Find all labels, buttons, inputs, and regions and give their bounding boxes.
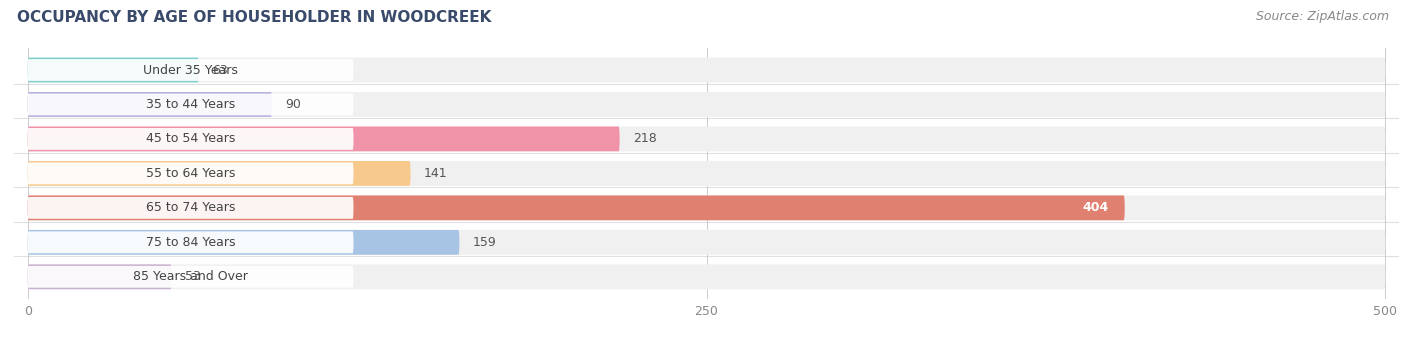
FancyBboxPatch shape — [28, 230, 460, 255]
Text: 35 to 44 Years: 35 to 44 Years — [146, 98, 235, 111]
FancyBboxPatch shape — [28, 126, 1385, 151]
FancyBboxPatch shape — [28, 230, 1385, 255]
Text: 90: 90 — [285, 98, 301, 111]
Text: 53: 53 — [186, 270, 201, 283]
Text: 75 to 84 Years: 75 to 84 Years — [146, 236, 235, 249]
FancyBboxPatch shape — [28, 57, 1385, 82]
FancyBboxPatch shape — [28, 265, 1385, 289]
FancyBboxPatch shape — [28, 266, 353, 288]
FancyBboxPatch shape — [28, 126, 620, 151]
FancyBboxPatch shape — [28, 128, 353, 150]
FancyBboxPatch shape — [28, 195, 1125, 220]
FancyBboxPatch shape — [28, 197, 353, 219]
Text: 85 Years and Over: 85 Years and Over — [134, 270, 247, 283]
Text: 55 to 64 Years: 55 to 64 Years — [146, 167, 235, 180]
Text: 218: 218 — [633, 133, 657, 146]
FancyBboxPatch shape — [28, 92, 271, 117]
Text: 404: 404 — [1083, 201, 1108, 214]
Text: OCCUPANCY BY AGE OF HOUSEHOLDER IN WOODCREEK: OCCUPANCY BY AGE OF HOUSEHOLDER IN WOODC… — [17, 10, 491, 25]
FancyBboxPatch shape — [28, 94, 353, 115]
FancyBboxPatch shape — [28, 265, 172, 289]
FancyBboxPatch shape — [28, 161, 1385, 186]
Text: 159: 159 — [472, 236, 496, 249]
Text: Under 35 Years: Under 35 Years — [143, 64, 238, 76]
Text: 65 to 74 Years: 65 to 74 Years — [146, 201, 235, 214]
FancyBboxPatch shape — [28, 195, 1385, 220]
FancyBboxPatch shape — [28, 57, 198, 82]
FancyBboxPatch shape — [28, 92, 1385, 117]
FancyBboxPatch shape — [28, 161, 411, 186]
Text: 141: 141 — [425, 167, 447, 180]
Text: 63: 63 — [212, 64, 228, 76]
Text: 45 to 54 Years: 45 to 54 Years — [146, 133, 235, 146]
FancyBboxPatch shape — [28, 163, 353, 184]
FancyBboxPatch shape — [28, 59, 353, 81]
Text: Source: ZipAtlas.com: Source: ZipAtlas.com — [1256, 10, 1389, 23]
FancyBboxPatch shape — [28, 232, 353, 253]
